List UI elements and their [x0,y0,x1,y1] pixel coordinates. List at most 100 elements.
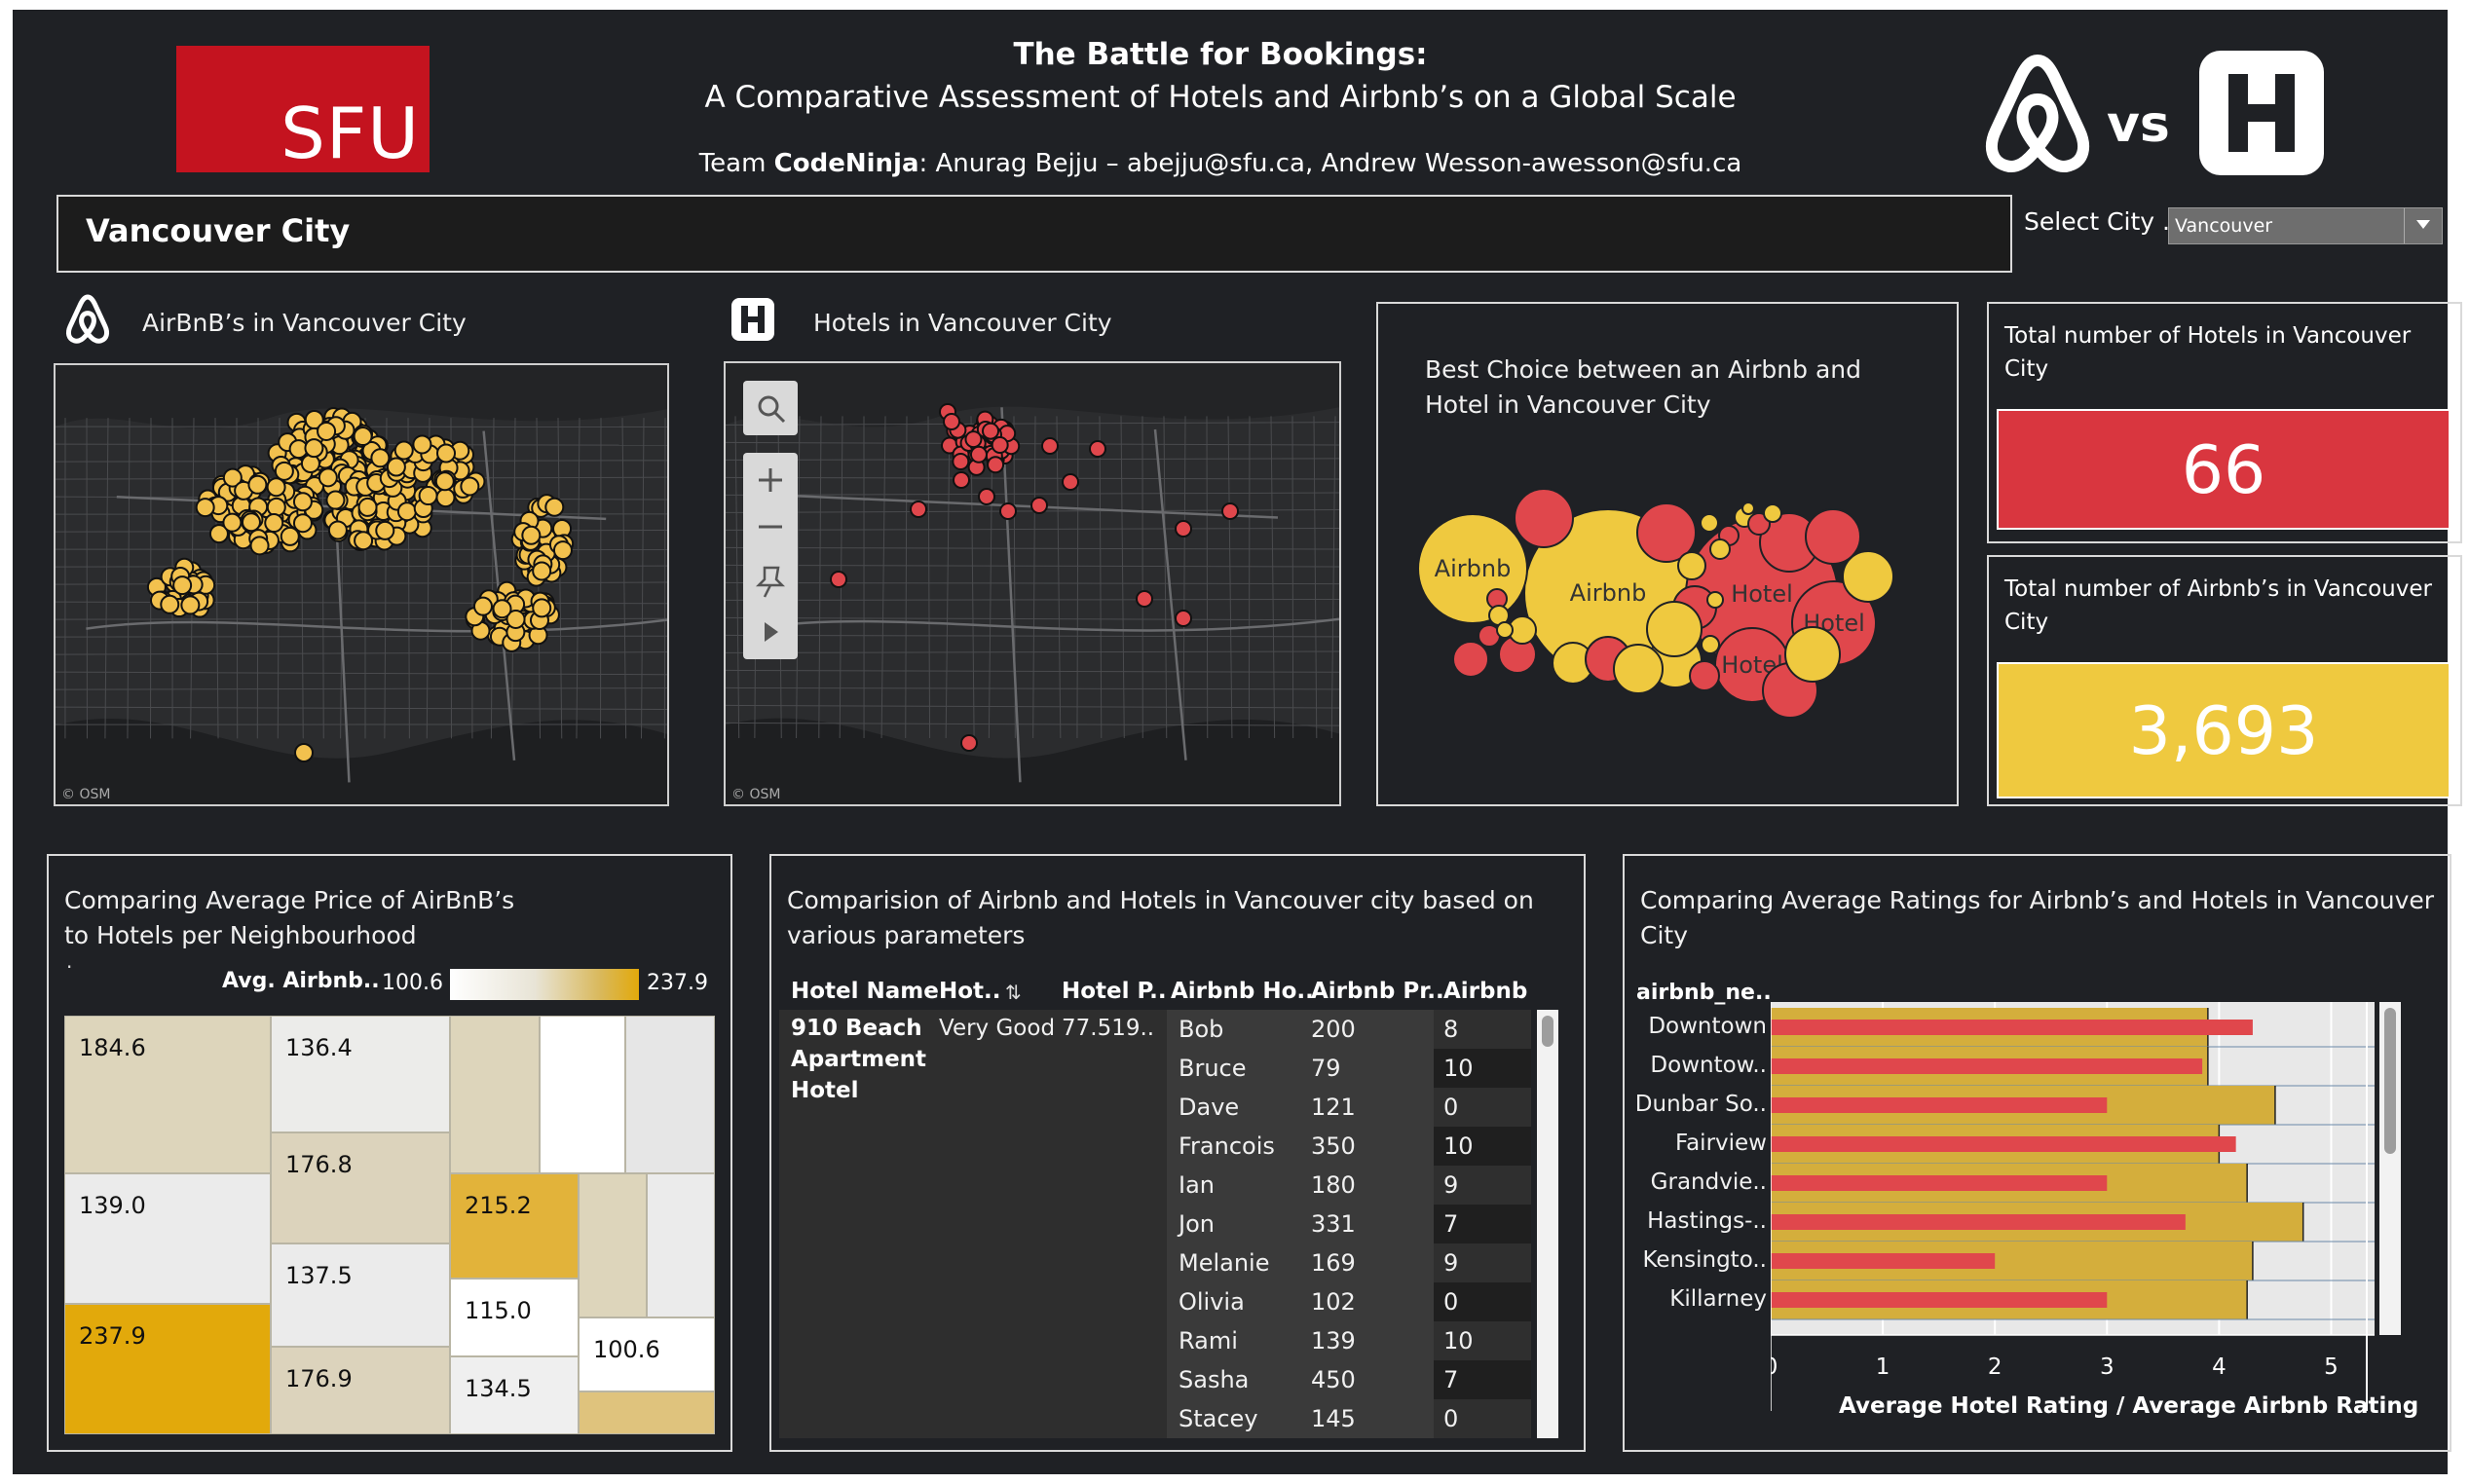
bubble[interactable] [1706,591,1724,609]
airbnb-marker[interactable] [241,512,261,533]
column-header[interactable]: Hotel Name [791,979,939,1004]
airbnb-marker[interactable] [492,599,512,619]
bubble[interactable] [1689,660,1720,691]
airbnb-marker[interactable] [292,492,313,512]
airbnb-marker[interactable] [532,598,552,618]
bubble[interactable] [1496,621,1514,639]
airbnb-marker[interactable] [304,438,324,459]
treemap-cell[interactable]: 139.0 [64,1173,271,1304]
airbnb-marker[interactable] [292,513,313,534]
map-zoom-in-button[interactable] [743,453,798,507]
hotel-marker[interactable] [1089,440,1106,458]
airbnb-marker[interactable] [532,561,552,581]
airbnb-marker[interactable] [318,467,338,488]
table-scrollbar[interactable] [1537,1010,1558,1438]
airbnb-marker[interactable] [172,575,193,596]
airbnb-marker[interactable] [505,609,526,629]
airbnb-marker[interactable] [195,498,215,518]
hotel-map[interactable]: © OSM [724,361,1341,806]
bubble[interactable] [1784,626,1841,683]
column-header[interactable]: Airbnb Pr.. [1311,979,1444,1004]
airbnb-marker[interactable] [280,526,300,546]
hotel-marker[interactable] [1221,502,1239,520]
bubble[interactable] [1763,503,1782,523]
airbnb-marker[interactable] [317,421,337,441]
hotel-rating-bar[interactable] [1771,1175,2108,1191]
airbnb-marker[interactable] [418,486,438,506]
bubble[interactable] [1842,550,1894,603]
airbnb-map[interactable]: © OSM [54,363,669,806]
table-row[interactable]: Jon 331 7 [1167,1205,1531,1244]
hotel-marker[interactable] [987,456,1005,474]
airbnb-marker[interactable] [396,501,417,522]
airbnb-marker[interactable] [434,471,455,492]
bubble[interactable] [1452,641,1489,678]
hotel-rating-bar[interactable] [1771,1292,2108,1308]
treemap-cell[interactable]: 176.8 [271,1132,450,1243]
airbnb-marker[interactable] [160,594,180,614]
airbnb-marker[interactable] [222,467,243,488]
treemap-cell[interactable] [625,1016,715,1173]
bubble[interactable] [1747,512,1771,536]
hotel-marker[interactable] [1175,610,1192,627]
sort-icon[interactable]: ⇅ [1005,981,1022,1004]
treemap-cell[interactable] [450,1016,540,1173]
map-pin-button[interactable] [743,556,798,605]
ratings-bar-chart[interactable]: 0 1 2 3 4 5 [1771,1002,2443,1411]
airbnb-marker[interactable] [357,497,378,517]
hotel-rating-bar[interactable] [1771,1214,2186,1230]
airbnb-marker[interactable] [247,474,268,495]
airbnb-marker[interactable] [274,461,294,481]
table-row[interactable]: Melanie 169 9 [1167,1243,1531,1283]
airbnb-marker[interactable] [222,512,243,533]
treemap-cell[interactable]: 184.6 [64,1016,271,1173]
hotel-rating-bar[interactable] [1771,1136,2236,1152]
hotel-marker[interactable] [991,436,1009,455]
table-row[interactable]: Dave 121 0 [1167,1088,1531,1128]
airbnb-marker[interactable] [393,440,414,461]
treemap-cell[interactable] [579,1173,647,1317]
hotel-rating-bar[interactable] [1771,1058,2203,1074]
ratings-scrollbar-thumb[interactable] [2384,1008,2396,1154]
airbnb-marker[interactable] [266,477,286,498]
column-header[interactable]: Hotel P.. [1062,979,1167,1004]
airbnb-marker[interactable] [325,490,346,510]
bubble[interactable] [1709,538,1731,560]
airbnb-marker[interactable] [375,520,395,540]
hotel-marker[interactable] [969,445,988,464]
treemap-cell[interactable]: 134.5 [450,1356,579,1434]
airbnb-marker[interactable] [435,488,456,508]
table-row[interactable]: Francois 350 10 [1167,1127,1531,1167]
column-header[interactable]: Airbnb Ho.. [1171,979,1314,1004]
treemap-cell[interactable] [647,1173,715,1317]
hotel-rating-bar[interactable] [1771,1253,1996,1269]
hotel-marker[interactable] [952,453,970,471]
map-zoom-out-button[interactable] [743,507,798,556]
hotel-marker[interactable] [1062,473,1079,491]
hotel-marker[interactable] [1030,497,1048,514]
table-row[interactable]: Sasha 450 7 [1167,1360,1531,1400]
airbnb-marker[interactable] [370,448,391,468]
hotel-marker[interactable] [999,502,1017,520]
airbnb-marker[interactable] [294,743,314,762]
hotel-marker[interactable] [1136,590,1153,608]
airbnb-marker[interactable] [386,457,406,477]
table-row[interactable]: Bruce 79 10 [1167,1049,1531,1089]
hotel-marker[interactable] [953,471,970,489]
hotel-rating-bar[interactable] [1771,1097,2108,1113]
table-row[interactable]: Stacey 145 0 [1167,1399,1531,1438]
airbnb-marker[interactable] [264,513,284,534]
airbnb-marker[interactable] [544,497,565,517]
treemap-cell[interactable]: 100.6 [579,1317,715,1391]
treemap-cell[interactable] [579,1391,715,1434]
city-select-dropdown[interactable]: Vancouver [2168,207,2443,244]
hotel-marker[interactable] [910,501,927,518]
column-header[interactable]: Airbnb [1443,979,1528,1004]
airbnb-marker[interactable] [552,540,573,561]
treemap-cell[interactable]: 237.9 [64,1304,271,1434]
map-play-button[interactable] [743,605,798,659]
table-row[interactable]: Bob 200 8 [1167,1010,1531,1050]
airbnb-marker[interactable] [412,434,432,455]
bubble[interactable] [1613,644,1664,694]
